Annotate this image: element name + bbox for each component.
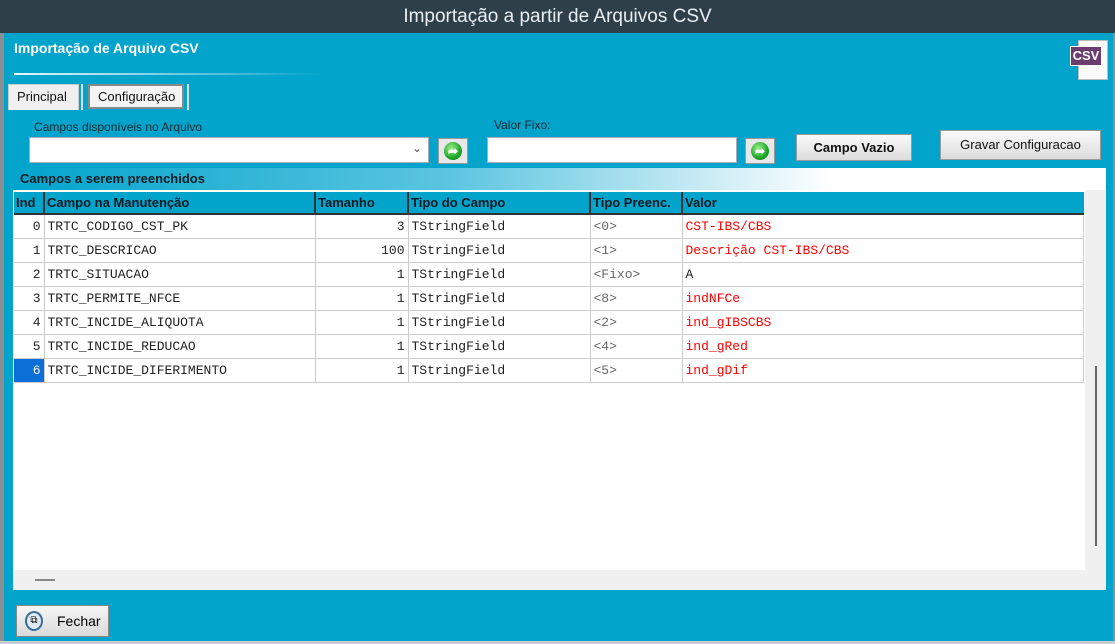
- window-title: Importação a partir de Arquivos CSV: [0, 0, 1115, 33]
- row-index[interactable]: 0: [14, 214, 45, 239]
- campo-cell[interactable]: TRTC_INCIDE_ALIQUOTA: [44, 310, 316, 335]
- tipo-cell[interactable]: TStringField: [408, 286, 591, 311]
- tipo-cell[interactable]: TStringField: [408, 334, 591, 359]
- fechar-button[interactable]: ⧉ Fechar: [16, 605, 109, 637]
- campo-cell[interactable]: TRTC_CODIGO_CST_PK: [44, 214, 316, 239]
- chevron-down-icon: ⌄: [411, 141, 422, 155]
- table-row[interactable]: 4 TRTC_INCIDE_ALIQUOTA 1 TStringField <2> ind…: [14, 310, 1084, 335]
- column-header-valor[interactable]: Valor: [682, 192, 1084, 215]
- tipo-preenc-cell[interactable]: <5>: [590, 358, 683, 383]
- vertical-scrollbar[interactable]: [1085, 190, 1106, 570]
- scrollbar-thumb[interactable]: [1095, 366, 1097, 546]
- window-border-left: [0, 33, 4, 644]
- form-subtitle: Importação de Arquivo CSV: [14, 40, 199, 56]
- campo-cell[interactable]: TRTC_SITUACAO: [44, 262, 316, 287]
- gravar-configuracao-button[interactable]: Gravar Configuracao: [940, 130, 1101, 160]
- row-index[interactable]: 6: [14, 358, 45, 383]
- panel-title: Campos a serem preenchidos: [13, 168, 1106, 190]
- table-row[interactable]: 1 TRTC_DESCRICAO 100 TStringField <1> Descriç…: [14, 238, 1084, 263]
- row-index[interactable]: 1: [14, 238, 45, 263]
- row-index[interactable]: 4: [14, 310, 45, 335]
- tamanho-cell[interactable]: 1: [315, 358, 409, 383]
- tamanho-cell[interactable]: 3: [315, 214, 409, 239]
- row-index[interactable]: 3: [14, 286, 45, 311]
- campos-panel: Campos a serem preenchidos Ind Campo na …: [13, 168, 1106, 590]
- scrollbar-thumb[interactable]: [35, 579, 55, 581]
- tipo-cell[interactable]: TStringField: [408, 358, 591, 383]
- tamanho-cell[interactable]: 1: [315, 334, 409, 359]
- row-index[interactable]: 5: [14, 334, 45, 359]
- tipo-preenc-cell[interactable]: <Fixo>: [590, 262, 683, 287]
- row-index[interactable]: 2: [14, 262, 45, 287]
- campo-cell[interactable]: TRTC_DESCRICAO: [44, 238, 316, 263]
- tipo-preenc-cell[interactable]: <4>: [590, 334, 683, 359]
- tamanho-cell[interactable]: 1: [315, 262, 409, 287]
- campos-disponiveis-label: Campos disponíveis no Arquivo: [34, 120, 203, 134]
- valor-cell[interactable]: ind_gDif: [682, 358, 1084, 383]
- campo-cell[interactable]: TRTC_INCIDE_DIFERIMENTO: [44, 358, 316, 383]
- tipo-preenc-cell[interactable]: <0>: [590, 214, 683, 239]
- column-header-tipo-preenc[interactable]: Tipo Preenc.: [590, 192, 683, 215]
- tab-separator: [81, 84, 83, 110]
- tamanho-cell[interactable]: 100: [315, 238, 409, 263]
- tipo-preenc-cell[interactable]: <8>: [590, 286, 683, 311]
- horizontal-scrollbar[interactable]: [13, 570, 1106, 590]
- window-border-bottom: [0, 641, 1115, 644]
- window-border-right: [1113, 33, 1115, 644]
- valor-cell[interactable]: indNFCe: [682, 286, 1084, 311]
- campo-vazio-button[interactable]: Campo Vazio: [796, 134, 912, 161]
- table-row[interactable]: 3 TRTC_PERMITE_NFCE 1 TStringField <8> indNFC…: [14, 286, 1084, 311]
- tipo-cell[interactable]: TStringField: [408, 214, 591, 239]
- tipo-cell[interactable]: TStringField: [408, 310, 591, 335]
- tamanho-cell[interactable]: 1: [315, 286, 409, 311]
- add-valor-fixo-button[interactable]: ➦: [745, 138, 775, 164]
- valor-cell[interactable]: ind_gIBSCBS: [682, 310, 1084, 335]
- column-header-tipo[interactable]: Tipo do Campo: [408, 192, 591, 215]
- column-header-tamanho[interactable]: Tamanho: [315, 192, 409, 215]
- valor-cell[interactable]: A: [682, 262, 1084, 287]
- table-row[interactable]: 0 TRTC_CODIGO_CST_PK 3 TStringField <0> CST-I…: [14, 214, 1084, 239]
- tipo-preenc-cell[interactable]: <1>: [590, 238, 683, 263]
- table-row[interactable]: 5 TRTC_INCIDE_REDUCAO 1 TStringField <4> ind_…: [14, 334, 1084, 359]
- campos-disponiveis-select[interactable]: ⌄: [29, 137, 429, 163]
- green-arrow-icon: ➦: [444, 142, 462, 160]
- valor-fixo-label: Valor Fixo:: [494, 118, 551, 132]
- csv-file-icon: CSV: [1070, 40, 1108, 80]
- valor-fixo-input[interactable]: [487, 137, 737, 163]
- valor-cell[interactable]: CST-IBS/CBS: [682, 214, 1084, 239]
- table-row[interactable]: 6 TRTC_INCIDE_DIFERIMENTO 1 TStringField <5>…: [14, 358, 1084, 383]
- green-arrow-icon: ➦: [751, 142, 769, 160]
- campo-cell[interactable]: TRTC_INCIDE_REDUCAO: [44, 334, 316, 359]
- tipo-cell[interactable]: TStringField: [408, 262, 591, 287]
- column-header-campo[interactable]: Campo na Manutenção: [44, 192, 316, 215]
- tab-separator: [187, 84, 189, 110]
- tipo-cell[interactable]: TStringField: [408, 238, 591, 263]
- tab-configuracao[interactable]: Configuração: [88, 84, 184, 109]
- tab-principal[interactable]: Principal: [8, 84, 79, 110]
- campo-cell[interactable]: TRTC_PERMITE_NFCE: [44, 286, 316, 311]
- subtitle-divider: [14, 73, 324, 75]
- table-row[interactable]: 2 TRTC_SITUACAO 1 TStringField <Fixo> A: [14, 262, 1084, 287]
- valor-cell[interactable]: ind_gRed: [682, 334, 1084, 359]
- valor-cell[interactable]: Descrição CST-IBS/CBS: [682, 238, 1084, 263]
- add-campo-button[interactable]: ➦: [438, 138, 468, 164]
- fields-grid: Ind Campo na Manutenção Tamanho Tipo do …: [14, 192, 1084, 383]
- tipo-preenc-cell[interactable]: <2>: [590, 310, 683, 335]
- close-window-icon: ⧉: [25, 611, 43, 631]
- tamanho-cell[interactable]: 1: [315, 310, 409, 335]
- column-header-ind[interactable]: Ind: [14, 192, 45, 215]
